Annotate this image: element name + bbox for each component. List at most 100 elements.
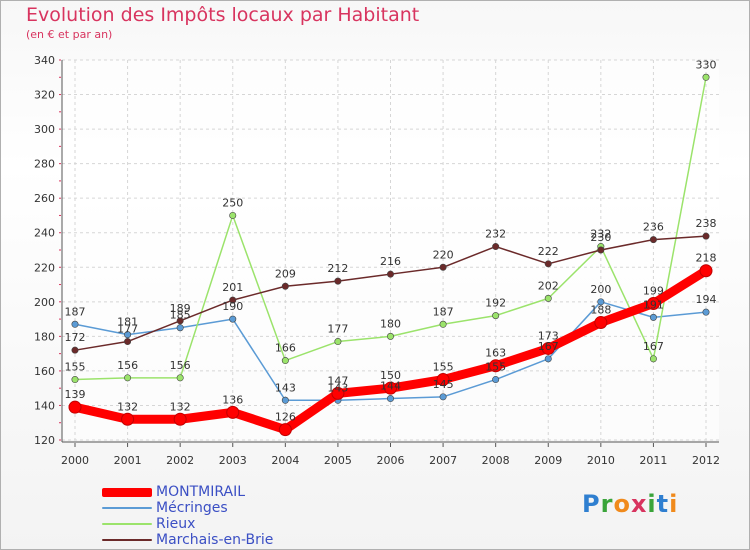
data-point-rieux <box>229 211 237 219</box>
data-point-rieux <box>124 374 132 382</box>
y-tick-label: 320 <box>34 89 55 102</box>
x-tick-label: 2007 <box>429 454 457 467</box>
data-point-marchais-en-brie <box>334 277 342 285</box>
data-label-rieux: 187 <box>433 305 454 318</box>
data-label-m-cringes: 187 <box>65 305 86 318</box>
x-tick-label: 2008 <box>482 454 510 467</box>
data-point-marchais-en-brie <box>176 317 184 325</box>
data-point-marchais-en-brie <box>229 296 237 304</box>
data-point-rieux <box>334 338 342 346</box>
proxiti-logo: Proxiti <box>582 490 678 518</box>
data-label-marchais-en-brie: 189 <box>170 302 191 315</box>
legend-label: Marchais-en-Brie <box>156 532 274 548</box>
data-label-m-cringes: 194 <box>696 293 717 306</box>
data-label-rieux: 192 <box>485 297 506 310</box>
data-point-m-cringes <box>71 320 79 328</box>
data-label-montmirail: 155 <box>433 361 454 374</box>
data-point-montmirail <box>331 386 345 400</box>
data-point-montmirail <box>278 423 292 437</box>
y-tick-label: 220 <box>34 261 55 274</box>
data-label-rieux: 202 <box>538 279 559 292</box>
data-point-montmirail <box>646 297 660 311</box>
data-point-rieux <box>649 355 657 363</box>
y-tick-label: 180 <box>34 330 55 343</box>
legend-label: Mécringes <box>156 500 228 516</box>
logo-letter: x <box>630 490 648 518</box>
y-tick-label: 140 <box>34 399 55 412</box>
data-point-m-cringes <box>597 298 605 306</box>
data-point-m-cringes <box>439 393 447 401</box>
x-tick-label: 2002 <box>166 454 194 467</box>
data-label-montmirail: 163 <box>485 347 506 360</box>
y-tick-label: 120 <box>34 434 55 447</box>
data-point-rieux <box>71 376 79 384</box>
plot-area <box>62 60 719 440</box>
x-tick-label: 2001 <box>114 454 142 467</box>
data-point-montmirail <box>436 373 450 387</box>
data-point-m-cringes <box>544 355 552 363</box>
data-label-rieux: 250 <box>222 196 243 209</box>
data-label-marchais-en-brie: 222 <box>538 245 559 258</box>
data-point-rieux <box>386 332 394 340</box>
data-label-marchais-en-brie: 238 <box>696 217 717 230</box>
data-point-marchais-en-brie <box>649 236 657 244</box>
legend-swatch <box>102 539 152 541</box>
y-tick-label: 280 <box>34 158 55 171</box>
data-label-marchais-en-brie: 236 <box>643 221 664 234</box>
data-label-marchais-en-brie: 220 <box>433 248 454 261</box>
data-point-m-cringes <box>702 308 710 316</box>
data-point-rieux <box>281 357 289 365</box>
data-label-m-cringes: 155 <box>485 361 506 374</box>
logo-letter: i <box>669 490 679 518</box>
legend-item: Mécringes <box>102 500 273 516</box>
logo-letter: t <box>656 490 670 518</box>
data-label-m-cringes: 185 <box>170 309 191 322</box>
data-label-m-cringes: 167 <box>538 340 559 353</box>
legend-item: Rieux <box>102 516 273 532</box>
data-point-montmirail <box>226 405 240 419</box>
data-point-montmirail <box>121 412 135 426</box>
chart-legend: MONTMIRAIL Mécringes Rieux Marchais-en-Brie <box>102 484 273 548</box>
x-tick-label: 2004 <box>271 454 299 467</box>
logo-letter: r <box>600 490 614 518</box>
x-tick-label: 2003 <box>219 454 247 467</box>
x-tick-label: 2012 <box>692 454 720 467</box>
data-label-rieux: 177 <box>327 323 348 336</box>
data-label-montmirail: 139 <box>65 388 86 401</box>
legend-label: Rieux <box>156 516 196 532</box>
data-point-montmirail <box>594 316 608 330</box>
data-label-m-cringes: 190 <box>222 300 243 313</box>
y-tick-label: 260 <box>34 192 55 205</box>
data-label-montmirail: 188 <box>590 304 611 317</box>
y-tick-label: 160 <box>34 365 55 378</box>
data-point-marchais-en-brie <box>124 338 132 346</box>
data-label-marchais-en-brie: 230 <box>590 231 611 244</box>
data-point-m-cringes <box>492 376 500 384</box>
x-tick-label: 2000 <box>61 454 89 467</box>
data-label-m-cringes: 143 <box>275 381 296 394</box>
data-label-marchais-en-brie: 212 <box>327 262 348 275</box>
data-label-m-cringes: 143 <box>327 381 348 394</box>
data-label-m-cringes: 145 <box>433 378 454 391</box>
data-point-montmirail <box>541 341 555 355</box>
data-label-marchais-en-brie: 177 <box>117 323 138 336</box>
data-label-marchais-en-brie: 232 <box>485 228 506 241</box>
data-point-marchais-en-brie <box>544 260 552 268</box>
data-point-montmirail <box>384 381 397 395</box>
data-point-m-cringes <box>176 324 184 332</box>
data-label-rieux: 156 <box>170 359 191 372</box>
data-label-montmirail: 132 <box>117 400 138 413</box>
chart-subtitle: (en € et par an) <box>26 28 113 41</box>
x-tick-label: 2005 <box>324 454 352 467</box>
data-point-montmirail <box>699 264 713 278</box>
data-label-montmirail: 199 <box>643 285 664 298</box>
data-label-rieux: 330 <box>696 58 717 71</box>
data-point-rieux <box>492 312 500 320</box>
legend-label: MONTMIRAIL <box>156 484 245 500</box>
data-label-montmirail: 147 <box>327 374 348 387</box>
logo-letter: o <box>613 490 631 518</box>
legend-item: Marchais-en-Brie <box>102 532 273 548</box>
data-point-m-cringes <box>649 313 657 321</box>
y-tick-label: 340 <box>34 54 55 67</box>
